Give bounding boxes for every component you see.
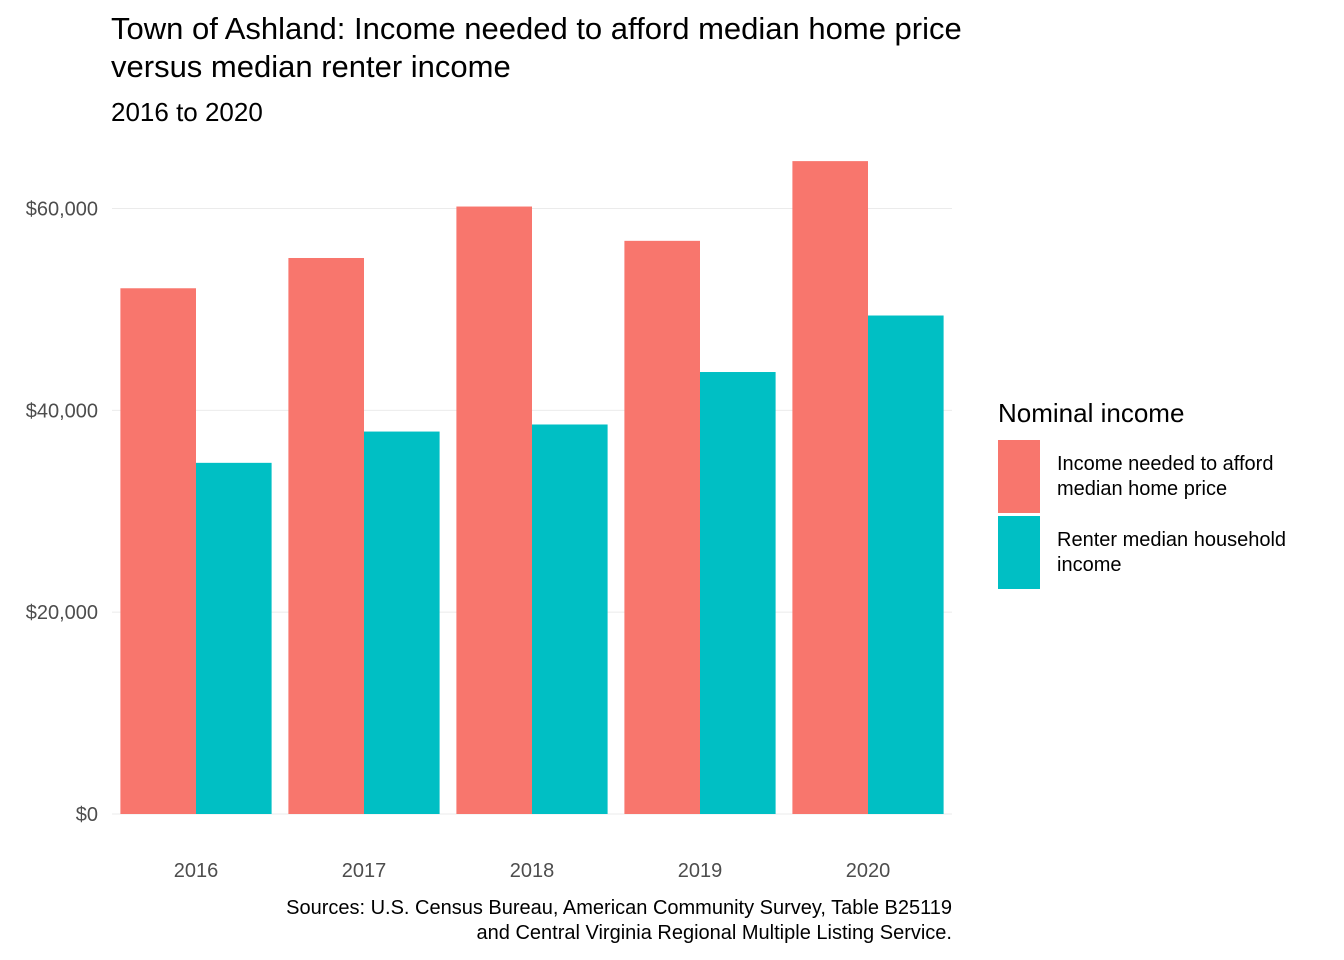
y-tick-label: $0 — [76, 804, 98, 826]
bar — [532, 424, 608, 814]
x-tick-label: 2017 — [342, 860, 387, 882]
bar — [624, 240, 700, 814]
legend-item-renter-income: Renter median household income — [998, 516, 1338, 589]
x-tick-label: 2016 — [174, 860, 219, 882]
x-tick-label: 2020 — [846, 860, 891, 882]
x-tick-label: 2019 — [678, 860, 723, 882]
legend-swatch-renter-income — [998, 516, 1040, 589]
bar — [456, 206, 532, 814]
caption-line: Sources: U.S. Census Bureau, American Co… — [286, 897, 952, 919]
chart-subtitle: 2016 to 2020 — [111, 97, 263, 127]
caption-line: and Central Virginia Regional Multiple L… — [476, 922, 952, 944]
y-tick-label: $20,000 — [26, 602, 98, 624]
y-tick-label: $60,000 — [26, 199, 98, 221]
bar — [288, 257, 364, 814]
chart-caption: Sources: U.S. Census Bureau, American Co… — [286, 896, 952, 946]
legend-swatch-home-price — [998, 440, 1040, 513]
chart-title: Town of Ashland: Income needed to afford… — [111, 11, 962, 84]
legend-label-home-price: Income needed to afford median home pric… — [1057, 452, 1274, 500]
bar — [120, 288, 196, 814]
legend-item-home-price: Income needed to afford median home pric… — [998, 440, 1338, 513]
legend: Nominal income Income needed to afford m… — [998, 396, 1338, 592]
bar — [196, 462, 272, 814]
bar — [700, 372, 776, 814]
y-tick-label: $40,000 — [26, 400, 98, 422]
bar — [364, 431, 440, 814]
legend-label-renter-income: Renter median household income — [1057, 528, 1287, 576]
x-tick-label: 2018 — [510, 860, 555, 882]
legend-title: Nominal income — [998, 398, 1185, 428]
bar — [868, 315, 944, 814]
bar — [792, 161, 868, 815]
